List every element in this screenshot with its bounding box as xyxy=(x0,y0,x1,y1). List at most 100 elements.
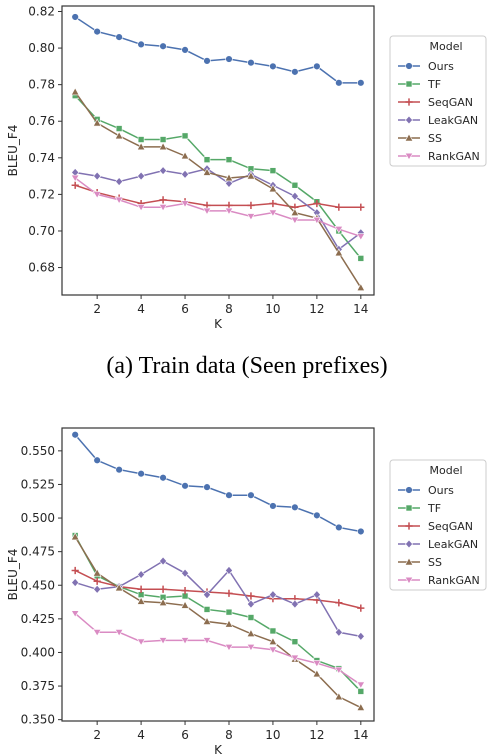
x-tick-label: 6 xyxy=(181,302,189,316)
data-point xyxy=(313,62,321,71)
data-point xyxy=(356,681,366,689)
x-axis-label: K xyxy=(214,317,223,331)
data-point xyxy=(313,199,321,208)
data-point xyxy=(93,584,102,594)
figure-caption: (a) Train data (Seen prefixes) xyxy=(106,353,387,379)
data-point xyxy=(71,431,79,439)
series-line xyxy=(74,184,361,208)
data-point xyxy=(115,465,123,474)
y-tick-label: 0.70 xyxy=(28,224,55,238)
series-line xyxy=(74,434,361,533)
data-point xyxy=(159,556,168,566)
data-point xyxy=(180,637,190,645)
data-point xyxy=(290,654,300,663)
x-tick-label: 12 xyxy=(309,302,324,316)
data-point xyxy=(93,577,101,585)
data-point xyxy=(70,610,80,618)
x-tick-label: 10 xyxy=(265,302,280,316)
data-point xyxy=(115,177,124,187)
data-point xyxy=(312,669,322,678)
data-point xyxy=(92,118,102,127)
data-point xyxy=(71,578,80,588)
data-point xyxy=(291,638,299,646)
data-point xyxy=(180,600,190,609)
data-point xyxy=(357,527,365,536)
data-point xyxy=(181,587,189,595)
plot-area xyxy=(61,427,375,722)
data-point xyxy=(357,688,365,695)
legend-marker xyxy=(404,539,414,549)
legend-entry: SeqGAN xyxy=(428,96,473,109)
data-point xyxy=(334,627,343,637)
data-point xyxy=(136,596,146,605)
data-point xyxy=(224,173,234,182)
data-point xyxy=(137,570,146,579)
legend-marker xyxy=(404,576,414,585)
data-point xyxy=(312,216,322,225)
series-tf xyxy=(71,532,365,695)
data-point xyxy=(225,55,233,63)
legend-marker xyxy=(405,62,413,70)
legend-entry: RankGAN xyxy=(428,150,480,163)
data-point xyxy=(247,59,255,67)
data-point xyxy=(92,191,102,199)
legend-entry: SS xyxy=(428,132,442,145)
y-tick-label: 0.80 xyxy=(28,41,55,55)
data-point xyxy=(71,13,79,21)
y-tick-label: 0.72 xyxy=(28,187,55,201)
legend-entry: Ours xyxy=(428,484,454,497)
data-point xyxy=(246,213,256,221)
data-point xyxy=(158,637,168,645)
data-point xyxy=(269,199,277,208)
data-point xyxy=(291,68,299,76)
series-line xyxy=(74,612,362,686)
x-tick-label: 10 xyxy=(265,728,280,742)
data-point xyxy=(246,643,256,652)
data-point xyxy=(93,171,102,181)
data-point xyxy=(93,456,101,464)
data-point xyxy=(203,156,211,163)
series-ours xyxy=(71,13,365,87)
data-point xyxy=(269,62,277,71)
legend-entry: Ours xyxy=(428,60,454,73)
y-tick-label: 0.475 xyxy=(21,545,55,559)
data-point xyxy=(290,216,300,225)
data-point xyxy=(159,42,167,50)
legend-marker xyxy=(405,486,413,494)
series-line xyxy=(74,16,361,84)
data-point xyxy=(290,208,300,216)
data-point xyxy=(181,132,189,140)
y-tick-label: 0.76 xyxy=(28,114,55,128)
legend-marker xyxy=(404,557,414,566)
x-tick-label: 8 xyxy=(225,302,233,316)
x-tick-label: 2 xyxy=(93,728,101,742)
data-point xyxy=(247,201,255,209)
data-point xyxy=(181,482,189,490)
data-point xyxy=(224,178,233,188)
y-tick-label: 0.550 xyxy=(21,444,55,458)
y-axis-label: BLEU_F4 xyxy=(6,549,20,601)
data-point xyxy=(224,619,234,628)
data-point xyxy=(246,599,255,609)
legend-title: Model xyxy=(429,464,462,477)
data-point xyxy=(335,523,343,532)
data-point xyxy=(334,248,344,257)
legend-marker xyxy=(404,133,414,142)
x-tick-label: 6 xyxy=(181,728,189,742)
data-point xyxy=(357,79,365,87)
data-point xyxy=(202,207,212,216)
x-tick-label: 14 xyxy=(353,728,368,742)
data-point xyxy=(268,646,278,654)
data-point xyxy=(202,167,212,176)
data-point xyxy=(136,142,146,151)
data-point xyxy=(202,637,212,645)
data-point xyxy=(180,200,190,208)
data-point xyxy=(313,511,321,520)
data-point xyxy=(268,184,278,193)
data-point xyxy=(202,616,212,625)
data-point xyxy=(246,629,256,637)
legend-marker xyxy=(405,98,413,106)
series-line xyxy=(74,177,362,238)
data-point xyxy=(357,203,365,211)
data-point xyxy=(246,171,256,180)
